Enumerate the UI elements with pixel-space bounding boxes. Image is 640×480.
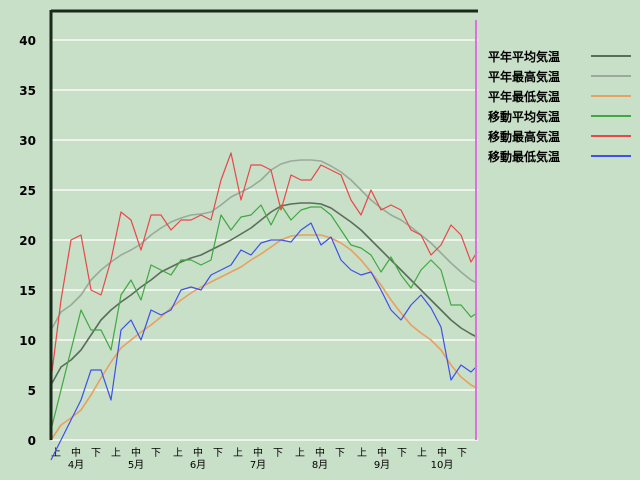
series-line — [50, 152, 478, 381]
x-dekad-label: 中 — [253, 446, 263, 459]
x-dekad-label: 下 — [151, 448, 161, 459]
x-dekad-label: 下 — [397, 448, 407, 459]
y-tick-label: 30 — [19, 134, 36, 148]
series-line — [50, 234, 478, 441]
x-dekad-label: 中 — [315, 446, 325, 459]
x-dekad-label: 上 — [357, 447, 367, 459]
x-dekad-label: 下 — [91, 448, 101, 459]
x-dekad-label: 下 — [457, 448, 467, 459]
series-line — [50, 222, 478, 461]
x-dekad-label: 上 — [417, 447, 427, 459]
x-month-label: 9月 — [374, 459, 390, 471]
legend-label: 平年最高気温 — [488, 69, 560, 84]
y-tick-label: 15 — [19, 284, 36, 298]
x-dekad-label: 下 — [273, 448, 283, 459]
series-line — [50, 204, 478, 431]
x-month-label: 10月 — [431, 459, 454, 471]
x-month-label: 5月 — [128, 459, 144, 471]
y-tick-label: 25 — [19, 184, 36, 198]
legend-label: 平年平均気温 — [488, 49, 560, 64]
y-tick-label: 20 — [19, 234, 36, 248]
y-tick-label: 35 — [19, 84, 36, 98]
x-dekad-label: 上 — [295, 447, 305, 459]
x-month-label: 6月 — [190, 459, 206, 471]
y-tick-label: 0 — [28, 434, 36, 448]
x-dekad-label: 下 — [213, 448, 223, 459]
series-line — [50, 159, 478, 331]
x-dekad-label: 中 — [131, 446, 141, 459]
y-tick-label: 5 — [28, 384, 36, 398]
legend-label: 移動最高気温 — [488, 129, 560, 144]
legend-label: 平年最低気温 — [488, 89, 560, 104]
x-month-label: 8月 — [312, 459, 328, 471]
x-dekad-label: 上 — [111, 447, 121, 459]
x-month-label: 4月 — [68, 459, 84, 471]
x-dekad-label: 中 — [377, 446, 387, 459]
legend-label: 移動平均気温 — [488, 109, 560, 124]
x-dekad-label: 上 — [233, 447, 243, 459]
x-dekad-label: 上 — [173, 447, 183, 459]
x-month-label: 7月 — [250, 459, 266, 471]
x-dekad-label: 下 — [335, 448, 345, 459]
x-dekad-label: 中 — [71, 446, 81, 459]
y-tick-label: 10 — [19, 334, 36, 348]
y-tick-label: 40 — [19, 34, 36, 48]
x-dekad-label: 中 — [193, 446, 203, 459]
x-dekad-label: 中 — [437, 446, 447, 459]
legend-label: 移動最低気温 — [488, 149, 560, 164]
x-dekad-label: 上 — [51, 447, 61, 459]
